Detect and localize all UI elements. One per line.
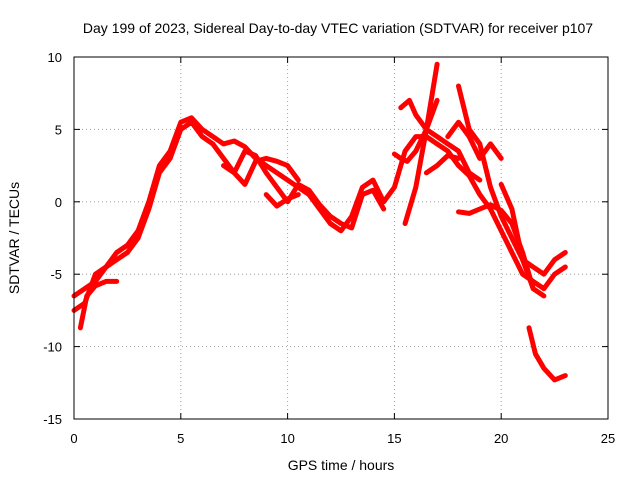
series-track-13: [498, 181, 536, 292]
grid: [74, 57, 608, 419]
series-track-7: [398, 97, 483, 183]
axis-ticks: 0 5 10 15 20 25 10 5 0 -5 -10 -15: [43, 50, 615, 446]
series-track-4: [221, 155, 301, 187]
y-tick-label: -15: [43, 412, 62, 427]
series-track-5: [263, 192, 301, 209]
y-axis-label: SDTVAR / TECUs: [6, 182, 22, 294]
y-tick-label: -5: [50, 267, 62, 282]
x-axis-label: GPS time / hours: [288, 457, 395, 473]
x-tick-label: 5: [177, 431, 184, 446]
x-tick-label: 20: [494, 431, 508, 446]
y-tick-label: 10: [48, 50, 62, 65]
plot-frame: [73, 56, 609, 420]
x-tick-label: 10: [280, 431, 294, 446]
series-track-11: [456, 83, 568, 277]
series-track-14: [526, 325, 568, 383]
x-tick-label: 15: [387, 431, 401, 446]
series-track-3: [77, 278, 120, 331]
series-track-9: [423, 153, 461, 176]
series-track-10: [445, 119, 504, 161]
y-tick-label: 5: [55, 122, 62, 137]
series-track-8: [402, 61, 440, 226]
y-tick-label: 0: [55, 195, 62, 210]
series-track-2: [71, 119, 387, 313]
data-series: [71, 61, 568, 383]
y-tick-label: -10: [43, 340, 62, 355]
x-tick-label: 0: [70, 431, 77, 446]
chart-title: Day 199 of 2023, Sidereal Day-to-day VTE…: [83, 20, 593, 36]
x-tick-label: 25: [601, 431, 615, 446]
